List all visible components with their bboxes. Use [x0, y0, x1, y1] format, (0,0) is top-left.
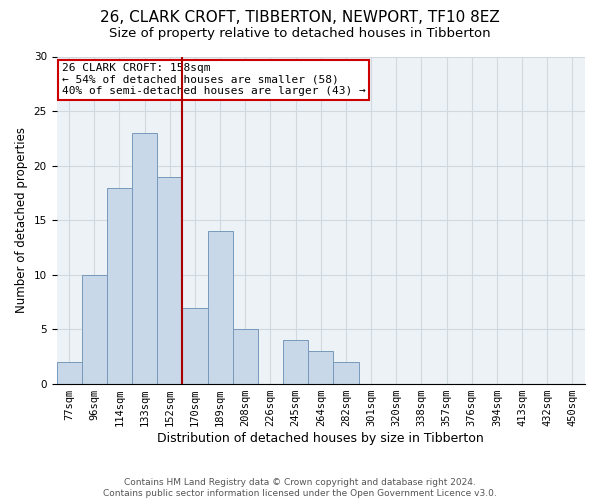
- Text: 26, CLARK CROFT, TIBBERTON, NEWPORT, TF10 8EZ: 26, CLARK CROFT, TIBBERTON, NEWPORT, TF1…: [100, 10, 500, 25]
- Bar: [182, 308, 208, 384]
- Text: Contains HM Land Registry data © Crown copyright and database right 2024.
Contai: Contains HM Land Registry data © Crown c…: [103, 478, 497, 498]
- Bar: [308, 352, 334, 384]
- Bar: [334, 362, 359, 384]
- Text: 26 CLARK CROFT: 158sqm
← 54% of detached houses are smaller (58)
40% of semi-det: 26 CLARK CROFT: 158sqm ← 54% of detached…: [62, 63, 365, 96]
- Bar: [132, 133, 157, 384]
- Bar: [82, 275, 107, 384]
- Bar: [56, 362, 82, 384]
- Bar: [233, 330, 258, 384]
- X-axis label: Distribution of detached houses by size in Tibberton: Distribution of detached houses by size …: [157, 432, 484, 445]
- Bar: [157, 176, 182, 384]
- Y-axis label: Number of detached properties: Number of detached properties: [15, 128, 28, 314]
- Bar: [283, 340, 308, 384]
- Bar: [107, 188, 132, 384]
- Text: Size of property relative to detached houses in Tibberton: Size of property relative to detached ho…: [109, 28, 491, 40]
- Bar: [208, 231, 233, 384]
